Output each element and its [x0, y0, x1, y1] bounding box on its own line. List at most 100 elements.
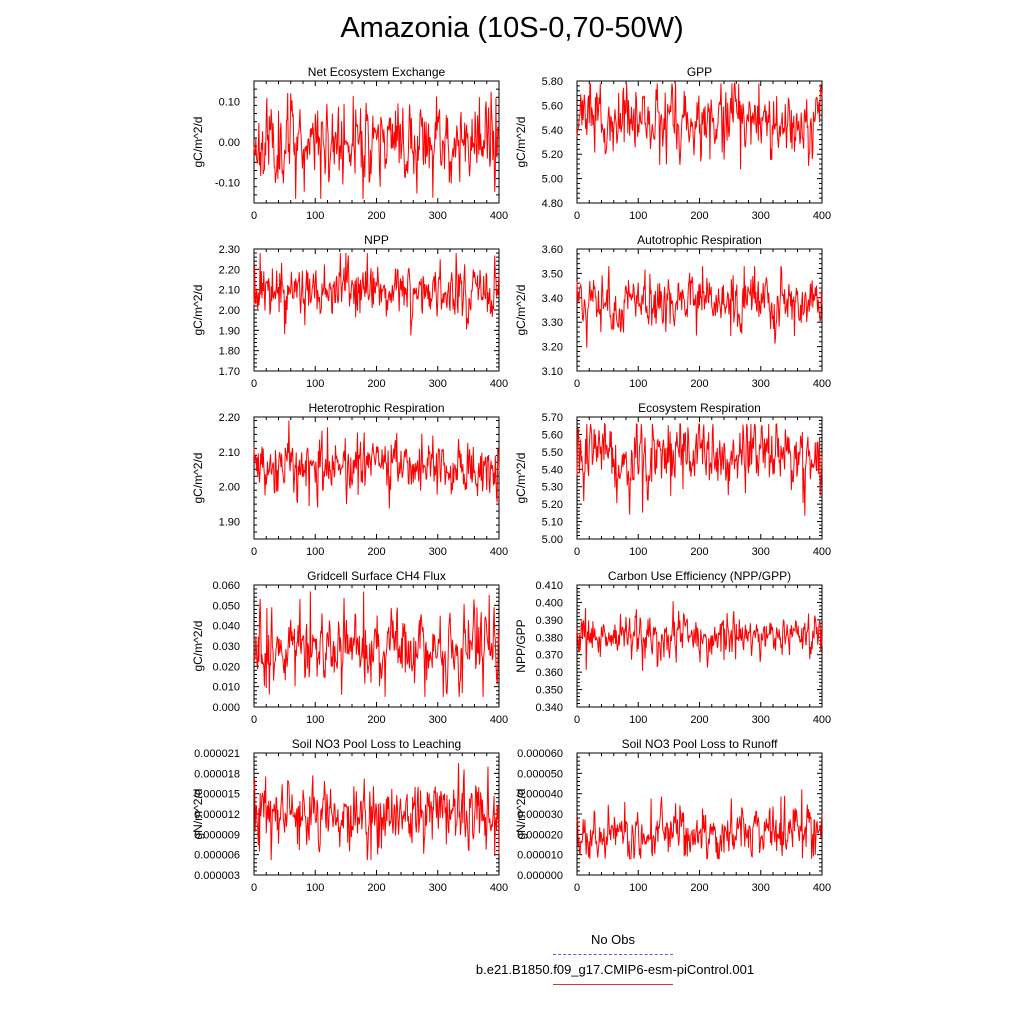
x-tick-label: 100: [306, 210, 324, 222]
y-tick-label: 0.370: [535, 650, 563, 662]
y-tick-label: 3.20: [542, 342, 563, 354]
x-tick-label: 100: [629, 714, 647, 726]
y-tick-label: 2.00: [219, 482, 240, 494]
x-tick-label: 400: [813, 210, 831, 222]
x-tick-label: 0: [574, 714, 580, 726]
x-tick-label: 200: [367, 882, 385, 894]
x-tick-label: 400: [490, 210, 508, 222]
y-tick-label: 0.400: [535, 597, 563, 609]
x-tick-label: 100: [629, 210, 647, 222]
y-tick-label: 3.40: [542, 293, 563, 305]
series-line: [253, 253, 500, 336]
x-tick-label: 400: [490, 378, 508, 390]
x-tick-label: 200: [690, 882, 708, 894]
y-tick-label: 0.000009: [194, 829, 240, 841]
series-line: [576, 601, 823, 671]
x-tick-label: 0: [251, 882, 257, 894]
y-tick-label: 0.000: [212, 702, 240, 714]
y-tick-label: 0.000040: [517, 789, 563, 801]
chart-panel-2: GPP gC/m^2/d 0 100 200 300 400 4.80 5.00 5.20 5.40…: [514, 65, 831, 222]
y-tick-label: 5.50: [542, 447, 563, 459]
y-tick-label: 0.000060: [517, 748, 563, 760]
x-tick-label: 0: [574, 882, 580, 894]
y-tick-label: 0.390: [535, 615, 563, 627]
y-axis-label: gN/m^2/d: [514, 789, 528, 840]
panel-title: Soil NO3 Pool Loss to Runoff: [622, 737, 779, 751]
x-tick-label: 100: [306, 882, 324, 894]
y-tick-label: 0.350: [535, 685, 563, 697]
y-tick-label: 0.410: [535, 580, 563, 592]
y-tick-label: 0.040: [212, 621, 240, 633]
y-tick-label: 0.340: [535, 702, 563, 714]
y-tick-label: 0.000000: [517, 870, 563, 882]
x-tick-label: 200: [367, 546, 385, 558]
x-tick-label: 300: [752, 210, 770, 222]
chart-panel-1: Net Ecosystem Exchange gC/m^2/d 0 100 200 300…: [191, 65, 508, 222]
x-tick-label: 300: [752, 378, 770, 390]
x-tick-label: 200: [690, 546, 708, 558]
y-tick-label: 3.50: [542, 268, 563, 280]
y-tick-label: 2.30: [219, 244, 240, 256]
y-tick-label: 4.80: [542, 198, 563, 210]
x-tick-label: 300: [752, 714, 770, 726]
y-tick-label: 0.000021: [194, 748, 240, 760]
series-line: [576, 81, 823, 170]
y-tick-label: 0.020: [212, 661, 240, 673]
y-axis-label: gC/m^2/d: [514, 285, 528, 336]
y-tick-label: 2.00: [219, 305, 240, 317]
x-tick-label: 100: [306, 546, 324, 558]
y-tick-label: 3.30: [542, 317, 563, 329]
y-tick-label: 5.00: [542, 174, 563, 186]
x-tick-label: 300: [429, 882, 447, 894]
x-tick-label: 0: [251, 378, 257, 390]
y-tick-label: 5.60: [542, 100, 563, 112]
x-tick-label: 0: [251, 546, 257, 558]
y-tick-label: 0.000020: [517, 829, 563, 841]
x-tick-label: 400: [490, 546, 508, 558]
y-tick-label: 5.30: [542, 482, 563, 494]
y-axis-label: gC/m^2/d: [191, 453, 205, 504]
chart-panel-7: Gridcell Surface CH4 Flux gC/m^2/d 0 100 200…: [191, 569, 508, 726]
x-tick-label: 0: [251, 210, 257, 222]
x-tick-label: 300: [429, 714, 447, 726]
y-tick-label: 0.10: [219, 96, 240, 108]
y-tick-label: 0.360: [535, 667, 563, 679]
x-tick-label: 400: [813, 546, 831, 558]
x-tick-label: 0: [574, 546, 580, 558]
y-tick-label: 0.000050: [517, 768, 563, 780]
panel-title: Soil NO3 Pool Loss to Leaching: [292, 737, 461, 751]
panel-title: Ecosystem Respiration: [638, 401, 761, 415]
legend-obs-label: No Obs: [590, 932, 636, 947]
y-tick-label: 0.010: [212, 682, 240, 694]
y-axis-label: gC/m^2/d: [191, 117, 205, 168]
chart-panel-9: Soil NO3 Pool Loss to Leaching gN/m^2/d 0 1…: [191, 737, 508, 894]
panel-title: Net Ecosystem Exchange: [308, 65, 446, 79]
y-tick-label: -0.10: [215, 178, 240, 190]
x-tick-label: 100: [306, 714, 324, 726]
chart-panel-3: NPP gC/m^2/d 0 100 200 300 400 1.70 1.80 1.90 2.00…: [191, 233, 508, 390]
x-tick-label: 200: [690, 378, 708, 390]
y-tick-label: 0.000012: [194, 809, 240, 821]
x-tick-label: 400: [813, 882, 831, 894]
y-tick-label: 5.70: [542, 412, 563, 424]
y-tick-label: 3.60: [542, 244, 563, 256]
y-tick-label: 0.050: [212, 600, 240, 612]
y-tick-label: 1.80: [219, 346, 240, 358]
page-title: Amazonia (10S-0,70-50W): [340, 12, 684, 44]
x-tick-label: 400: [813, 378, 831, 390]
y-axis-label: NPP/GPP: [514, 619, 528, 672]
x-tick-label: 300: [429, 378, 447, 390]
series-line: [576, 789, 823, 860]
x-tick-label: 100: [629, 546, 647, 558]
y-axis-label: gN/m^2/d: [191, 789, 205, 840]
x-tick-label: 400: [490, 882, 508, 894]
series-line: [576, 265, 823, 348]
chart-panel-8: Carbon Use Efficiency (NPP/GPP) NPP/GPP 0 1…: [514, 569, 831, 726]
y-tick-label: 0.000018: [194, 768, 240, 780]
y-axis-label: gC/m^2/d: [191, 285, 205, 336]
y-tick-label: 2.10: [219, 285, 240, 297]
x-tick-label: 100: [629, 882, 647, 894]
panel-title: Autotrophic Respiration: [637, 233, 762, 247]
chart-panel-10: Soil NO3 Pool Loss to Runoff gN/m^2/d 0 100…: [514, 737, 831, 894]
